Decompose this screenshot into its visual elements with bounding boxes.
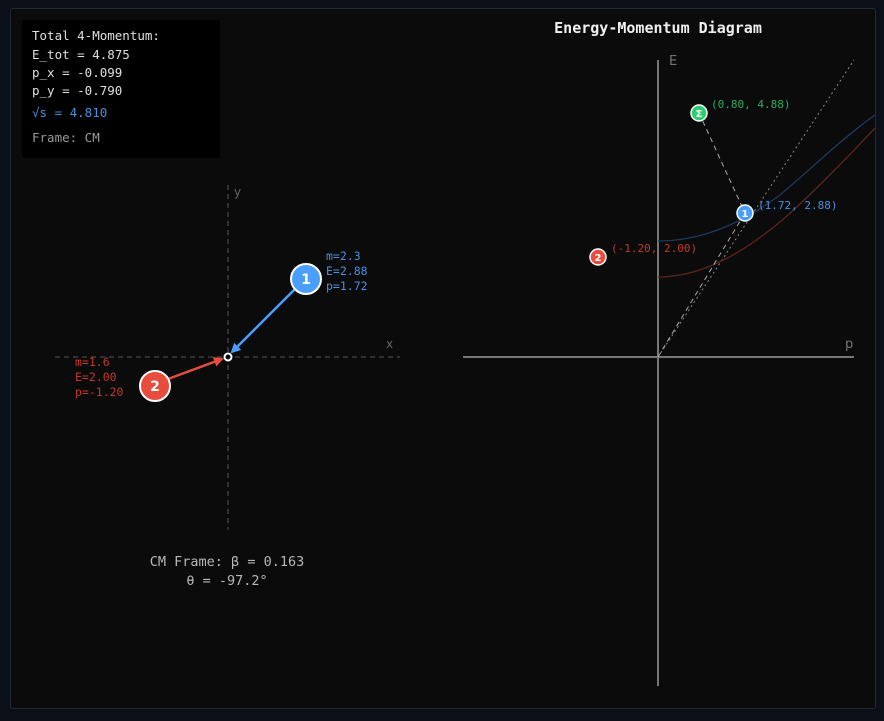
sqrt-s-value: √s = 4.810 — [32, 105, 108, 120]
x-axis-label: x — [386, 337, 393, 351]
frame-label: Frame: CM — [32, 130, 100, 145]
sum-to-p1-line — [698, 112, 746, 214]
info-heading: Total 4-Momentum: — [32, 28, 160, 43]
diagram-title: Energy-Momentum Diagram — [554, 19, 762, 37]
py-value: p_y = -0.790 — [32, 83, 123, 98]
e-axis-label: E — [669, 54, 677, 69]
particle2-arrow — [167, 357, 224, 381]
total-momentum-panel: Total 4-Momentum: E_tot = 4.875 p_x = -0… — [22, 20, 220, 158]
particle2-badge: 2 — [150, 379, 160, 395]
particle1-energy: E=2.88 — [326, 264, 368, 278]
particle1-point[interactable]: 1 — [736, 204, 754, 222]
p2-coords: (-1.20, 2.00) — [611, 242, 697, 255]
energy-momentum-diagram: E p Σ (0.80, 4.88) 1 (1.72, 2.88) 2 (-1.… — [463, 54, 876, 686]
particle1-node[interactable]: 1 — [290, 263, 322, 295]
cm-frame-theta: θ = -97.2° — [186, 573, 268, 589]
p1-badge: 1 — [742, 209, 749, 220]
particle2-point[interactable]: 2 — [589, 248, 607, 266]
e-tot-value: E_tot = 4.875 — [32, 47, 130, 62]
particle1-badge: 1 — [301, 272, 311, 288]
particle2-node[interactable]: 2 — [139, 370, 171, 402]
y-axis-label: y — [234, 185, 241, 199]
px-value: p_x = -0.099 — [32, 65, 123, 80]
mass-shell-2 — [657, 127, 876, 278]
total-badge: Σ — [696, 109, 703, 120]
total-point[interactable]: Σ — [690, 104, 708, 122]
particle2-momentum: p=-1.20 — [75, 385, 124, 399]
total-coords: (0.80, 4.88) — [711, 98, 790, 111]
p2-badge: 2 — [595, 253, 602, 264]
particle2-mass: m=1.6 — [75, 355, 110, 369]
mass-shell-1 — [657, 114, 876, 242]
momentum-space-plot: x y 1 m=2.3 E=2.88 p=1.72 2 m=1.6 E=2.00… — [55, 185, 400, 530]
p1-coords: (1.72, 2.88) — [758, 199, 837, 212]
origin-marker — [223, 352, 233, 362]
p-axis-label: p — [845, 337, 853, 352]
cm-frame-beta: CM Frame: β = 0.163 — [149, 554, 305, 570]
particle1-arrow — [230, 286, 298, 354]
particle2-energy: E=2.00 — [75, 370, 117, 384]
particle1-mass: m=2.3 — [326, 249, 361, 263]
particle1-momentum: p=1.72 — [326, 279, 368, 293]
light-cone-line — [657, 59, 855, 358]
origin-to-p1-line — [657, 212, 746, 358]
